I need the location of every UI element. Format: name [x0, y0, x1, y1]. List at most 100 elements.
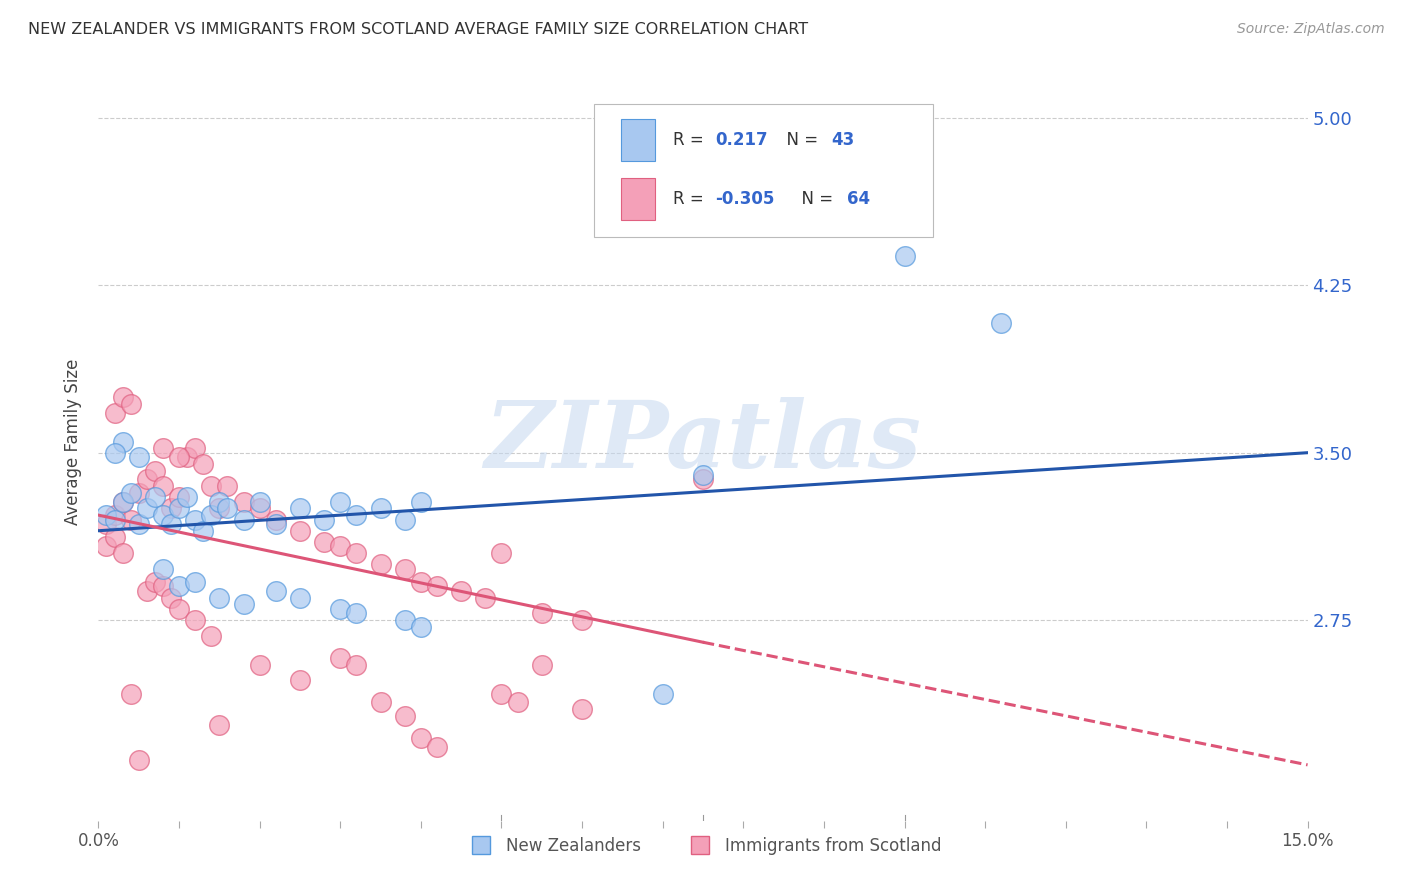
Point: [692, 468, 714, 483]
Text: -0.305: -0.305: [716, 190, 775, 209]
Point: [111, 494, 134, 508]
Point: [167, 450, 190, 465]
Text: 64: 64: [846, 190, 870, 209]
Point: [990, 316, 1012, 330]
Point: [409, 494, 432, 508]
Point: [394, 562, 416, 576]
Point: [370, 696, 392, 710]
Point: [200, 508, 222, 522]
Point: [160, 591, 183, 605]
Point: [344, 546, 367, 560]
Bar: [621, 178, 655, 220]
Point: [193, 457, 215, 471]
Text: R =: R =: [673, 131, 709, 149]
Point: [426, 580, 449, 594]
Point: [152, 479, 174, 493]
Point: [329, 602, 352, 616]
Legend: New Zealanders, Immigrants from Scotland: New Zealanders, Immigrants from Scotland: [458, 830, 948, 862]
Point: [571, 613, 593, 627]
Point: [128, 517, 150, 532]
Point: [167, 580, 190, 594]
Point: [111, 494, 134, 508]
Point: [208, 591, 231, 605]
Point: [111, 546, 134, 560]
Point: [128, 753, 150, 767]
Text: NEW ZEALANDER VS IMMIGRANTS FROM SCOTLAND AVERAGE FAMILY SIZE CORRELATION CHART: NEW ZEALANDER VS IMMIGRANTS FROM SCOTLAN…: [28, 22, 808, 37]
Point: [370, 501, 392, 516]
Point: [217, 501, 239, 516]
Point: [249, 657, 271, 672]
Point: [103, 530, 125, 544]
Text: N =: N =: [776, 131, 823, 149]
Point: [692, 473, 714, 487]
Point: [651, 687, 673, 701]
Point: [264, 517, 287, 532]
Point: [474, 591, 496, 605]
Point: [167, 501, 190, 516]
Point: [96, 508, 118, 522]
Point: [288, 591, 311, 605]
Point: [160, 517, 183, 532]
Point: [184, 575, 207, 590]
Point: [530, 657, 553, 672]
Point: [103, 512, 125, 526]
Point: [200, 479, 222, 493]
Point: [314, 512, 336, 526]
Point: [264, 512, 287, 526]
Point: [103, 508, 125, 522]
Point: [217, 479, 239, 493]
Point: [135, 584, 157, 599]
Point: [167, 602, 190, 616]
Point: [120, 687, 142, 701]
Point: [135, 473, 157, 487]
Point: [491, 687, 513, 701]
Point: [288, 501, 311, 516]
Point: [184, 441, 207, 455]
Point: [344, 607, 367, 621]
Text: 0.217: 0.217: [716, 131, 768, 149]
Point: [893, 250, 915, 264]
Point: [160, 501, 183, 516]
Point: [120, 396, 142, 410]
Point: [200, 628, 222, 642]
Point: [208, 494, 231, 508]
Point: [450, 584, 472, 599]
Point: [208, 501, 231, 516]
Point: [143, 464, 166, 478]
Point: [96, 517, 118, 532]
Point: [571, 702, 593, 716]
Point: [288, 673, 311, 688]
Point: [394, 512, 416, 526]
Point: [208, 718, 231, 732]
Text: Source: ZipAtlas.com: Source: ZipAtlas.com: [1237, 22, 1385, 37]
Point: [143, 491, 166, 505]
Point: [394, 709, 416, 723]
Point: [329, 494, 352, 508]
Point: [96, 539, 118, 553]
Point: [152, 441, 174, 455]
Point: [506, 696, 529, 710]
Point: [103, 405, 125, 420]
Point: [394, 613, 416, 627]
Point: [344, 657, 367, 672]
Point: [370, 557, 392, 572]
Point: [409, 619, 432, 633]
Point: [249, 501, 271, 516]
Point: [409, 731, 432, 746]
Point: [249, 494, 271, 508]
Point: [120, 486, 142, 500]
Point: [314, 535, 336, 549]
Point: [232, 494, 254, 508]
Point: [111, 434, 134, 449]
Point: [344, 508, 367, 522]
Point: [176, 491, 198, 505]
Point: [329, 539, 352, 553]
Point: [111, 390, 134, 404]
Point: [184, 512, 207, 526]
Point: [288, 524, 311, 538]
Point: [152, 508, 174, 522]
Point: [184, 613, 207, 627]
Point: [128, 486, 150, 500]
Text: 43: 43: [831, 131, 855, 149]
Point: [232, 598, 254, 612]
